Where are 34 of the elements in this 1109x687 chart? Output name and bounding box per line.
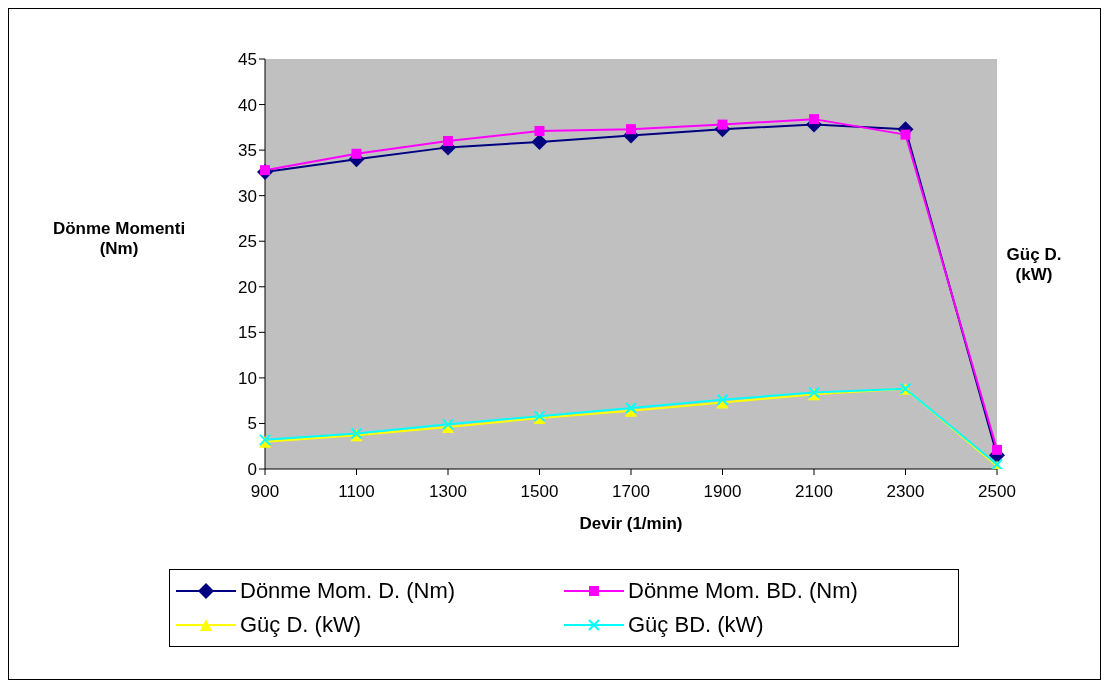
point [809, 114, 819, 125]
point [992, 444, 1002, 455]
x-tick-label: 2100 [795, 482, 833, 502]
y-tick-label: 10 [238, 368, 257, 388]
y-tick-label: 30 [238, 186, 257, 206]
x-tick-label: 1500 [520, 482, 559, 502]
x-tick-label: 1100 [338, 482, 375, 502]
y-tick-label: 35 [238, 141, 257, 161]
point [717, 119, 728, 130]
point [626, 124, 636, 135]
y-tick-label: 40 [238, 95, 257, 115]
point [534, 125, 545, 136]
legend-label: Güç BD. (kW) [628, 612, 764, 638]
y-tick-label: 0 [247, 460, 257, 480]
x-tick-label: 1300 [429, 482, 467, 502]
point [351, 148, 362, 159]
x-tick-label: 1700 [612, 482, 650, 502]
x-tick-label: 2500 [978, 482, 1016, 502]
point [443, 136, 453, 146]
legend-label: Dönme Mom. D. (Nm) [240, 578, 456, 604]
y-tick-label: 15 [238, 323, 257, 343]
y-tick-label: 45 [238, 50, 257, 70]
y-axis-title: Dönme Momenti (Nm) [51, 219, 187, 259]
x-axis-title: Devir (1/min) [579, 514, 683, 533]
y-tick-label: 20 [238, 277, 257, 297]
x-tick-label: 1900 [703, 482, 742, 502]
y-tick-label: 5 [247, 414, 257, 434]
legend-label: Güç D. (kW) [240, 612, 361, 638]
y-tick-label: 25 [238, 232, 257, 252]
legend-label: Dönme Mom. BD. (Nm) [628, 578, 858, 604]
x-tick-label: 2300 [886, 482, 925, 502]
point [900, 129, 911, 140]
x-tick-label: 900 [250, 482, 280, 502]
y2-axis-title: Güç D. (kW) [1005, 245, 1063, 285]
